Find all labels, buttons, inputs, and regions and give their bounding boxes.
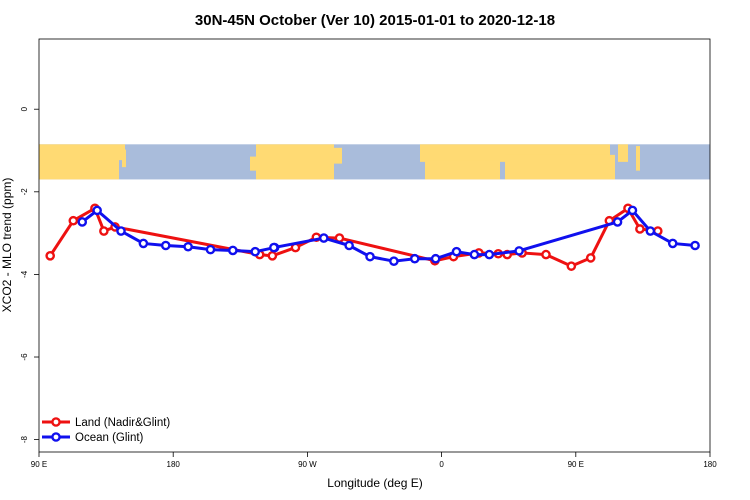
data-point (409, 253, 420, 264)
legend-marker (51, 417, 61, 427)
data-point (45, 251, 55, 261)
x-tick-label: 90 E (31, 460, 47, 469)
map-land (256, 144, 334, 180)
x-axis: 90 E 180 90 W 0 90 E 180 (31, 452, 717, 469)
map-land (505, 154, 615, 180)
data-point (319, 233, 329, 243)
data-point (250, 246, 261, 257)
data-point (228, 245, 238, 256)
map-land (425, 160, 500, 180)
series-ocean (77, 205, 700, 266)
data-point (541, 249, 551, 260)
data-point (68, 215, 79, 226)
x-tick-label: 180 (167, 460, 181, 469)
data-point (269, 242, 279, 253)
map-land (122, 149, 126, 168)
data-point (690, 240, 700, 251)
series-layer (45, 203, 700, 271)
data-point (183, 241, 193, 252)
plot-frame (38, 38, 711, 453)
data-point (116, 226, 126, 236)
chart-title: 30N-45N October (Ver 10) 2015-01-01 to 2… (195, 12, 555, 29)
y-tick-label: -6 (20, 353, 29, 361)
series-land (45, 203, 663, 271)
data-point (514, 246, 524, 256)
data-point (99, 226, 109, 236)
data-point (92, 205, 102, 216)
data-point (585, 253, 596, 263)
data-point (160, 240, 171, 251)
data-point (205, 244, 216, 255)
y-tick-label: -4 (20, 270, 29, 278)
x-axis-label: Longitude (deg E) (327, 476, 422, 490)
data-point (627, 205, 638, 216)
world-map-band (39, 144, 710, 180)
data-point (389, 256, 399, 266)
x-tick-label: 0 (439, 460, 444, 469)
map-land (39, 144, 119, 180)
data-point (344, 240, 354, 251)
y-axis: 0 -2 -4 -6 -8 (20, 106, 39, 443)
data-point (469, 249, 480, 260)
data-point (484, 249, 495, 260)
legend-label: Land (Nadir&Glint) (75, 417, 170, 429)
data-point (645, 226, 656, 236)
y-tick-label: 0 (20, 106, 29, 111)
data-point (267, 251, 278, 261)
data-point (566, 261, 577, 271)
x-tick-label: 90 W (298, 460, 317, 469)
data-point (451, 246, 462, 257)
y-tick-label: -8 (20, 436, 29, 444)
data-point (138, 238, 149, 249)
y-tick-label: -2 (20, 188, 29, 196)
data-point (430, 253, 441, 264)
y-axis-label: XCO2 - MLO trend (ppm) (0, 178, 14, 313)
data-point (667, 238, 678, 249)
legend-label: Ocean (Glint) (75, 432, 144, 444)
map-land (636, 146, 640, 171)
legend: Land (Nadir&Glint) Ocean (Glint) (42, 417, 170, 444)
data-point (635, 224, 645, 234)
map-land (250, 156, 260, 171)
x-tick-label: 90 E (568, 460, 584, 469)
legend-marker (51, 432, 61, 442)
map-land (618, 144, 628, 162)
x-tick-label: 180 (703, 460, 717, 469)
data-point (365, 251, 375, 262)
data-point (612, 217, 623, 227)
data-point (77, 217, 88, 227)
map-land (334, 147, 342, 164)
